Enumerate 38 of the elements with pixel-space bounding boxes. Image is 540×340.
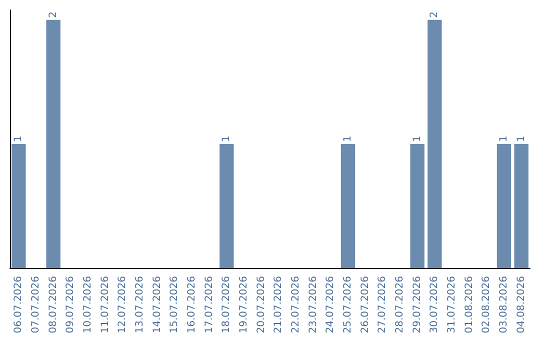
x-tick-label: 12.07.2026	[117, 276, 128, 334]
x-tick-label: 03.08.2026	[498, 276, 510, 334]
data-label: 1	[498, 136, 510, 142]
x-tick-label: 28.07.2026	[394, 276, 406, 334]
x-tick-label: 20.07.2026	[256, 276, 267, 334]
x-tick-label: 29.07.2026	[412, 276, 423, 334]
x-tick-label: 21.07.2026	[273, 276, 284, 334]
x-tick-label: 16.07.2026	[186, 276, 198, 334]
x-tick-label: 30.07.2026	[429, 276, 440, 334]
x-tick-label: 10.07.2026	[82, 276, 94, 334]
data-label: 1	[342, 136, 354, 142]
x-tick-label: 14.07.2026	[152, 276, 163, 334]
x-tick-label: 01.08.2026	[464, 276, 475, 334]
x-tick-label: 04.08.2026	[516, 276, 527, 334]
data-label: 2	[48, 12, 59, 18]
data-label: 1	[221, 136, 232, 142]
x-tick-label: 18.07.2026	[221, 276, 232, 334]
x-tick-label: 09.07.2026	[65, 276, 76, 334]
x-tick-label: 22.07.2026	[290, 276, 302, 334]
x-tick-label: 26.07.2026	[360, 276, 371, 334]
x-tick-label: 13.07.2026	[134, 276, 146, 334]
x-tick-label: 02.08.2026	[481, 276, 492, 334]
x-tick-label: 24.07.2026	[325, 276, 336, 334]
x-tick-label: 23.07.2026	[308, 276, 319, 334]
x-tick-label: 17.07.2026	[204, 276, 215, 334]
data-label: 1	[13, 136, 24, 142]
x-tick-label: 06.07.2026	[13, 276, 24, 334]
x-tick-label: 25.07.2026	[342, 276, 354, 334]
data-label: 2	[429, 12, 440, 18]
x-tick-label: 11.07.2026	[100, 276, 111, 334]
x-tick-label: 27.07.2026	[377, 276, 388, 334]
x-tick-label: 19.07.2026	[238, 276, 250, 334]
data-label: 1	[412, 136, 423, 142]
x-tick-label: 15.07.2026	[169, 276, 180, 334]
x-tick-label: 07.07.2026	[30, 276, 42, 334]
data-label: 1	[516, 136, 527, 142]
x-tick-label: 31.07.2026	[446, 276, 458, 334]
x-tick-label: 08.07.2026	[48, 276, 59, 334]
